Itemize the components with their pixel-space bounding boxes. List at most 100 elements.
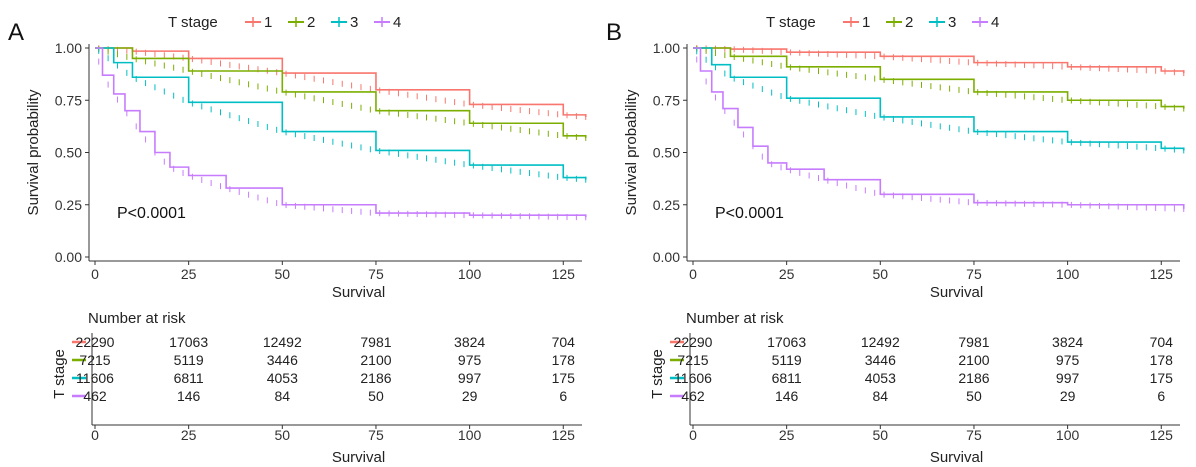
risk-cell: 7981 bbox=[360, 334, 391, 350]
legend-title: T stage bbox=[766, 14, 816, 31]
y-tick-label: 0.00 bbox=[55, 249, 82, 265]
risk-cell: 2100 bbox=[360, 352, 391, 368]
censor-marks-3 bbox=[696, 48, 1185, 154]
risk-cell: 6811 bbox=[174, 370, 204, 386]
risk-cell: 975 bbox=[458, 352, 482, 368]
legend-label-3: 3 bbox=[948, 14, 956, 31]
censor-marks-4 bbox=[98, 58, 587, 221]
km-figure-a: A T stage 1 2 3 4 0.00 0.25 0.50 0.75 1.00 Survival… bbox=[8, 14, 587, 466]
risk-cell: 22290 bbox=[674, 334, 713, 350]
censor-marks-3 bbox=[98, 47, 587, 183]
risk-cell: 704 bbox=[552, 334, 576, 350]
y-tick-label: 0.00 bbox=[653, 249, 680, 265]
y-tick-label: 0.75 bbox=[55, 92, 82, 108]
x-tick-label: 100 bbox=[1056, 266, 1080, 282]
risk-cell: 5119 bbox=[772, 352, 802, 368]
risk-cell: 7215 bbox=[79, 352, 110, 368]
risk-x-tick-label: 100 bbox=[1056, 427, 1080, 443]
x-tick-label: 25 bbox=[779, 266, 795, 282]
risk-cell: 4053 bbox=[267, 370, 298, 386]
survival-curve-1 bbox=[693, 47, 1185, 74]
risk-cell: 7981 bbox=[958, 334, 989, 350]
legend-item-1: 1 bbox=[245, 14, 272, 31]
x-tick-label: 75 bbox=[966, 266, 982, 282]
risk-cell: 2100 bbox=[958, 352, 989, 368]
risk-cell: 5119 bbox=[174, 352, 204, 368]
risk-cell: 3824 bbox=[454, 334, 485, 350]
km-panel-a: A T stage 1 2 3 4 0.00 0.25 0.50 0.75 1.00 Survival… bbox=[8, 14, 587, 466]
risk-x-tick-label: 100 bbox=[458, 427, 482, 443]
y-axis-title: Survival probability bbox=[623, 89, 640, 215]
legend-label-4: 4 bbox=[991, 14, 999, 31]
risk-cell: 84 bbox=[275, 388, 291, 404]
y-tick-label: 1.00 bbox=[653, 40, 680, 56]
risk-cell: 4053 bbox=[865, 370, 896, 386]
risk-cell: 997 bbox=[458, 370, 482, 386]
risk-cell: 3824 bbox=[1052, 334, 1083, 350]
risk-cell: 175 bbox=[552, 370, 576, 386]
x-tick-label: 50 bbox=[275, 266, 291, 282]
survival-curve-3 bbox=[693, 47, 1185, 151]
panel-label: A bbox=[8, 19, 24, 46]
survival-curve-3 bbox=[95, 47, 587, 180]
risk-table-title: Number at risk bbox=[686, 310, 784, 327]
km-panel-b: B T stage 1 2 3 4 0.00 0.25 0.50 0.75 1.00 Survival… bbox=[598, 0, 1196, 467]
censor-marks-1 bbox=[98, 45, 587, 120]
risk-cell: 2186 bbox=[360, 370, 391, 386]
legend-item-1: 1 bbox=[843, 14, 870, 31]
y-tick-label: 0.50 bbox=[653, 145, 680, 161]
legend-label-2: 2 bbox=[307, 14, 315, 31]
risk-cell: 146 bbox=[775, 388, 799, 404]
risk-x-tick-label: 125 bbox=[552, 427, 576, 443]
risk-cell: 29 bbox=[1060, 388, 1076, 404]
risk-x-tick-label: 75 bbox=[966, 427, 982, 443]
risk-cell: 462 bbox=[83, 388, 107, 404]
legend-item-3: 3 bbox=[929, 14, 956, 31]
risk-cell: 17063 bbox=[767, 334, 806, 350]
panel-label: B bbox=[606, 19, 622, 46]
legend-item-3: 3 bbox=[331, 14, 358, 31]
y-tick-label: 0.25 bbox=[55, 197, 82, 213]
risk-cell: 12492 bbox=[263, 334, 302, 350]
risk-cell: 146 bbox=[177, 388, 201, 404]
risk-cell: 50 bbox=[368, 388, 384, 404]
censor-marks-2 bbox=[696, 45, 1185, 112]
risk-table-title: Number at risk bbox=[88, 310, 186, 327]
risk-cell: 84 bbox=[873, 388, 889, 404]
legend-label-1: 1 bbox=[264, 14, 272, 31]
y-tick-label: 0.75 bbox=[653, 92, 680, 108]
risk-x-tick-label: 25 bbox=[181, 427, 197, 443]
y-axis-title: Survival probability bbox=[25, 89, 42, 215]
legend-label-1: 1 bbox=[862, 14, 870, 31]
x-tick-label: 0 bbox=[689, 266, 697, 282]
legend-item-4: 4 bbox=[972, 14, 999, 31]
x-tick-label: 125 bbox=[1150, 266, 1174, 282]
risk-cell: 50 bbox=[966, 388, 982, 404]
risk-cell: 997 bbox=[1056, 370, 1080, 386]
x-tick-label: 125 bbox=[552, 266, 576, 282]
legend-label-2: 2 bbox=[905, 14, 913, 31]
risk-cell: 975 bbox=[1056, 352, 1080, 368]
risk-x-tick-label: 25 bbox=[779, 427, 795, 443]
survival-curve-4 bbox=[95, 47, 587, 218]
risk-x-tick-label: 50 bbox=[873, 427, 889, 443]
risk-table-y-title: T stage bbox=[649, 349, 666, 399]
survival-curve-2 bbox=[95, 47, 587, 138]
legend-label-4: 4 bbox=[393, 14, 401, 31]
legend-title: T stage bbox=[168, 14, 218, 31]
x-tick-label: 0 bbox=[91, 266, 99, 282]
p-value-annotation: P<0.0001 bbox=[715, 205, 784, 222]
legend-label-3: 3 bbox=[350, 14, 358, 31]
survival-curve-2 bbox=[693, 47, 1185, 109]
risk-x-tick-label: 0 bbox=[689, 427, 697, 443]
y-tick-label: 1.00 bbox=[55, 40, 82, 56]
risk-table-y-title: T stage bbox=[51, 349, 68, 399]
risk-x-tick-label: 125 bbox=[1150, 427, 1174, 443]
risk-x-tick-label: 75 bbox=[368, 427, 384, 443]
censor-marks-2 bbox=[98, 46, 587, 141]
risk-x-tick-label: 50 bbox=[275, 427, 291, 443]
x-tick-label: 75 bbox=[368, 266, 384, 282]
risk-cell: 3446 bbox=[267, 352, 298, 368]
risk-cell: 6 bbox=[1157, 388, 1165, 404]
risk-x-tick-label: 0 bbox=[91, 427, 99, 443]
